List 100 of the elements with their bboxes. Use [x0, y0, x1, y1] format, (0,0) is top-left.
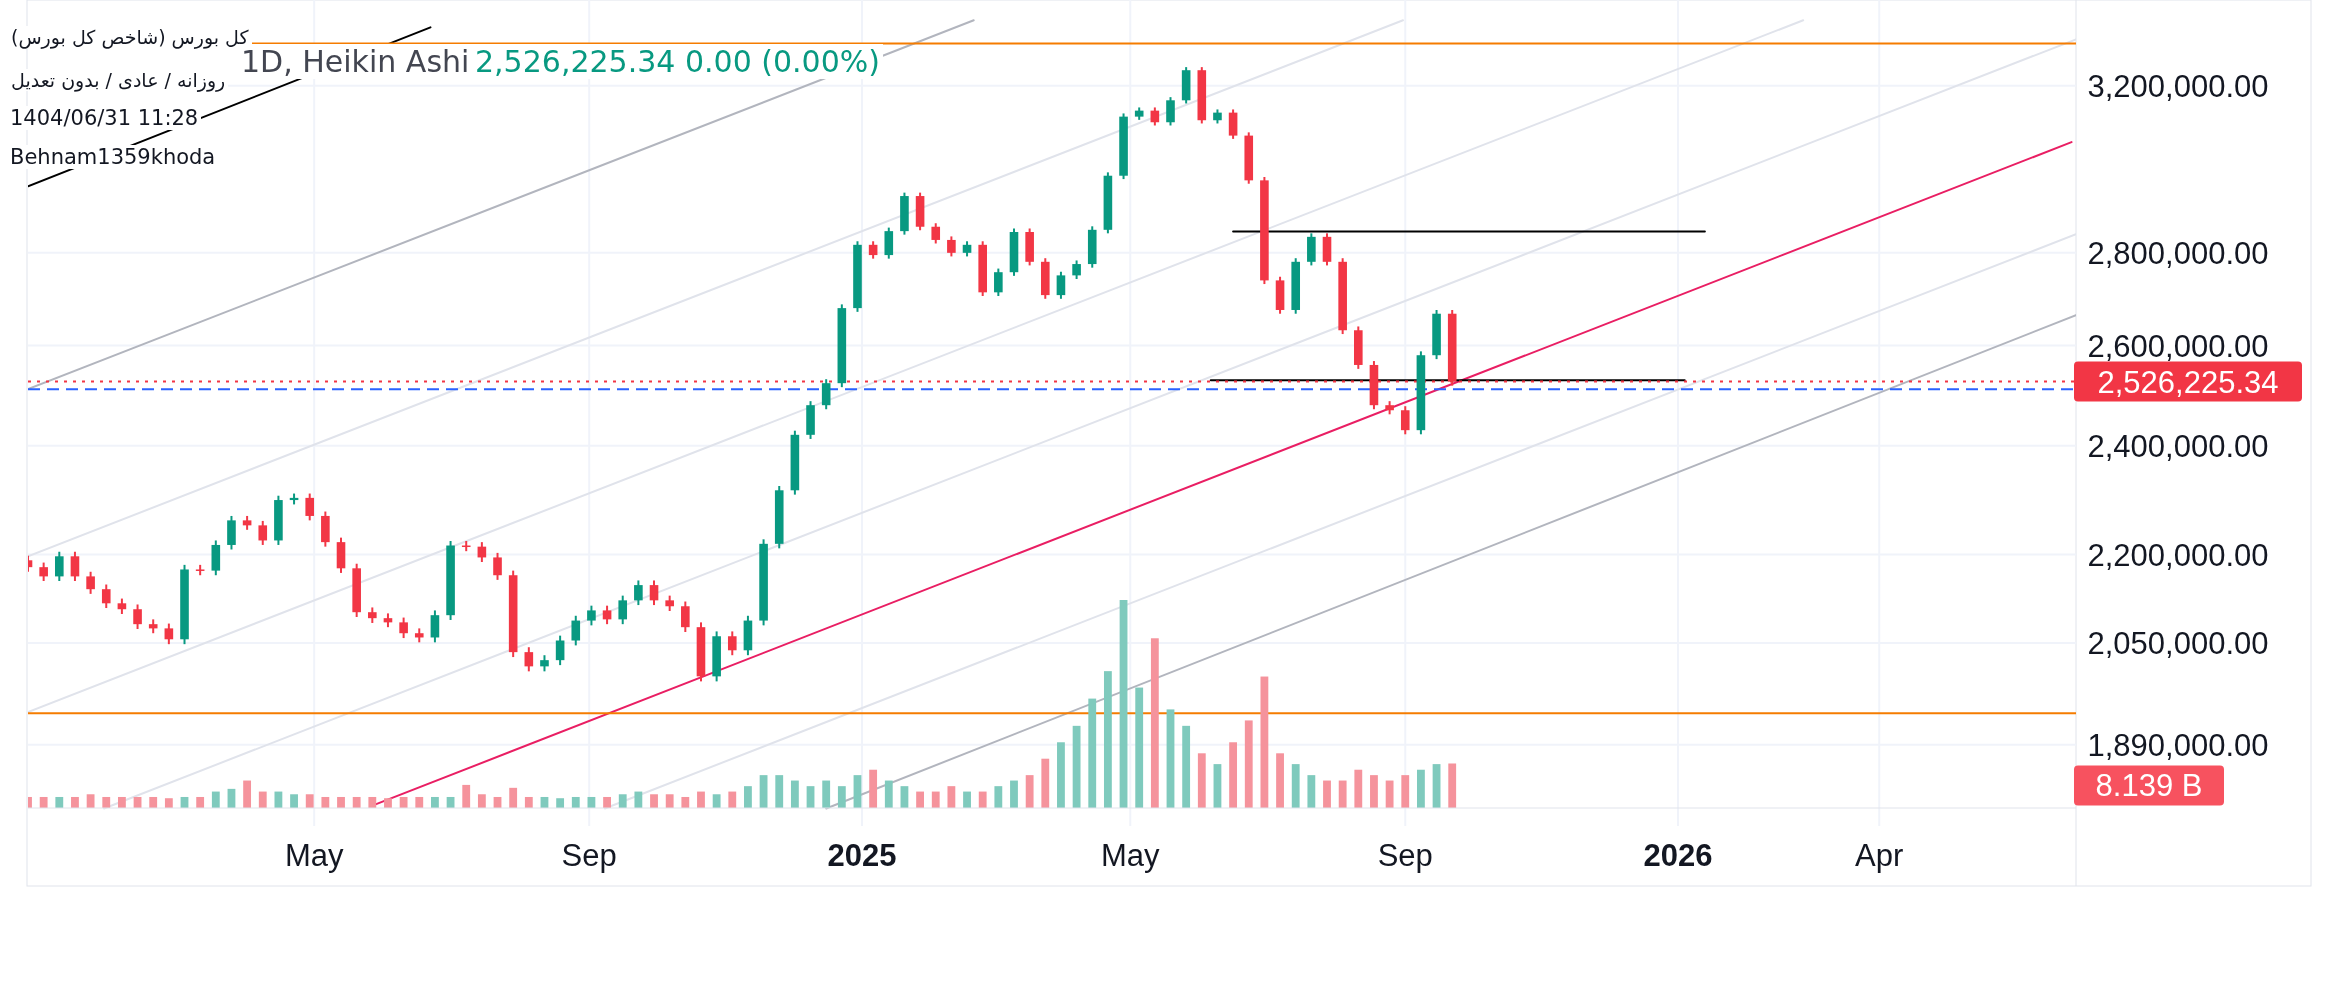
bar [1307, 775, 1316, 808]
bar [650, 794, 658, 808]
bar [290, 794, 298, 808]
text: روزانه / عادی / بدون تعدیل [8, 69, 229, 91]
x-tick-label: 2026 [1643, 838, 1713, 873]
candlestick [821, 378, 831, 411]
candlestick [947, 235, 956, 258]
bar [1025, 775, 1034, 808]
candlestick [430, 609, 440, 644]
bar [368, 796, 377, 808]
candlestick [602, 604, 612, 626]
candlestick [493, 551, 502, 581]
candlestick [618, 594, 628, 626]
bar [274, 791, 283, 808]
bar [1041, 758, 1050, 808]
bar [1417, 769, 1425, 808]
bar [415, 796, 424, 808]
candlestick [164, 622, 174, 646]
bar [712, 794, 721, 808]
bar [869, 769, 878, 808]
candlestick [727, 630, 737, 657]
bar [117, 796, 126, 808]
bar [618, 794, 627, 808]
bar [571, 796, 580, 808]
bar [931, 791, 940, 808]
bar [384, 798, 392, 808]
bar [744, 786, 752, 808]
bar [258, 791, 267, 808]
bar [1401, 775, 1410, 808]
candlestick [1228, 108, 1238, 140]
y-tick-label: 1,890,000.00 [2087, 727, 2269, 763]
bar [790, 780, 799, 808]
candlestick [1166, 96, 1175, 127]
bar [978, 791, 987, 808]
bar [1291, 764, 1300, 808]
bar [1057, 742, 1065, 808]
bar [603, 796, 611, 808]
bar [509, 787, 518, 808]
bar [1197, 753, 1206, 808]
bar [1385, 780, 1394, 808]
y-tick-label: 2,050,000.00 [2087, 625, 2269, 661]
bar [947, 786, 956, 808]
candlestick [101, 583, 111, 610]
candlestick [681, 600, 690, 634]
bar [86, 794, 95, 808]
candlestick [634, 579, 643, 607]
bar [697, 791, 705, 808]
candlestick [39, 561, 48, 583]
bar [1448, 763, 1457, 808]
bar [1244, 720, 1253, 808]
x-tick-label: Sep [561, 838, 617, 873]
bar [1276, 753, 1284, 808]
bar [102, 796, 111, 808]
bar [1182, 725, 1191, 808]
candlestick [1400, 405, 1410, 436]
candlestick [399, 616, 408, 640]
candlestick [55, 550, 64, 583]
annotation: 2,526,225.34 0.00 (0.00%) [472, 44, 883, 79]
bar [1088, 698, 1097, 808]
bar [321, 796, 330, 808]
candlestick [258, 519, 268, 546]
bar [837, 786, 846, 808]
bar [1370, 775, 1378, 808]
bar [963, 791, 971, 808]
bar [1135, 687, 1144, 808]
y-tick-label: 2,400,000.00 [2087, 428, 2269, 464]
bar [196, 796, 205, 808]
bar [1072, 725, 1081, 808]
bar [634, 791, 643, 808]
x-tick-label: 2025 [827, 838, 897, 873]
bar [822, 780, 831, 808]
bar [352, 796, 361, 808]
bar [1103, 671, 1112, 808]
bar [884, 780, 893, 808]
text: کل بورس (شاخص کل بورس) [8, 26, 252, 48]
candlestick [1056, 270, 1066, 300]
candlestick [571, 614, 581, 647]
bar [462, 784, 471, 808]
x-tick-label: May [284, 838, 344, 873]
bar [1010, 780, 1018, 808]
bar [1354, 769, 1363, 808]
bar [337, 796, 345, 808]
bar [681, 796, 690, 808]
candlestick [70, 550, 80, 583]
bar [994, 786, 1003, 808]
candlestick [587, 604, 596, 627]
y-tick-label: 3,200,000.00 [2087, 68, 2269, 104]
bar [665, 794, 674, 808]
bar [775, 775, 784, 808]
bar [1338, 780, 1347, 808]
bar [305, 794, 314, 808]
candlestick [994, 267, 1003, 298]
x-tick-label: Sep [1377, 838, 1433, 873]
annotation: 1D, Heikin Ashi [238, 44, 473, 79]
y-tick-label: 2,800,000.00 [2087, 235, 2269, 271]
bar [211, 791, 220, 808]
bar [524, 796, 533, 808]
candlestick [524, 646, 534, 673]
bar [728, 791, 737, 808]
bar [556, 798, 565, 808]
